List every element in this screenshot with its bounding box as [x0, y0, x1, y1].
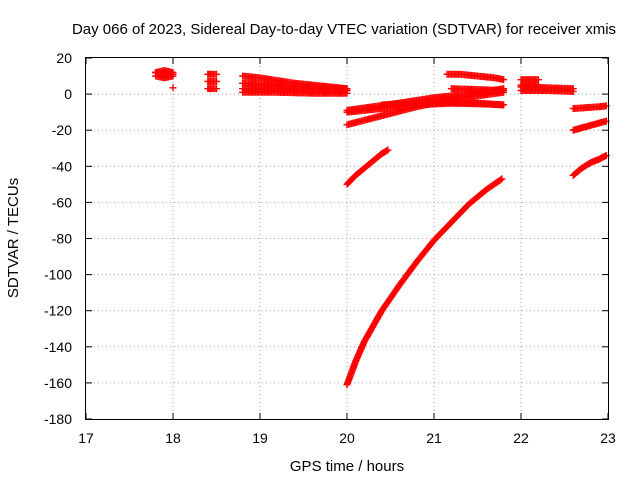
data-point	[343, 89, 351, 97]
series-track	[204, 70, 220, 78]
data-point	[497, 176, 505, 184]
y-tick-label: -20	[52, 122, 72, 138]
series-track	[569, 102, 610, 113]
data-point	[384, 146, 392, 154]
series-track	[569, 151, 610, 179]
series-track	[204, 77, 220, 85]
series-track	[343, 175, 506, 389]
data-point	[169, 70, 177, 78]
data-point	[213, 77, 220, 85]
data-point	[169, 84, 177, 92]
tick-labels: 17 18 19 20 21 22 23 -180 -160 -140 -120 -100 -80 -60…	[44, 50, 616, 446]
series-track	[443, 70, 508, 84]
x-tick-label: 22	[513, 430, 529, 446]
x-tick-label: 17	[78, 430, 94, 446]
y-tick-label: -60	[52, 194, 72, 210]
series-track	[204, 85, 220, 93]
data-point	[383, 147, 391, 155]
data-point	[498, 175, 506, 183]
series-track	[239, 88, 351, 97]
data-point	[500, 101, 508, 109]
series-track	[517, 83, 577, 93]
x-tick-label: 18	[165, 430, 181, 446]
plot-frame	[85, 57, 609, 420]
y-tick-label: 20	[56, 50, 72, 66]
series-track	[569, 117, 610, 134]
y-tick-label: -140	[44, 339, 72, 355]
y-tick-label: -40	[52, 158, 72, 174]
data-point	[213, 70, 220, 78]
data-point	[213, 85, 220, 93]
y-tick-label: -180	[44, 411, 72, 427]
series-track	[169, 84, 177, 92]
y-axis-label: SDTVAR / TECUs	[5, 178, 22, 298]
data-point	[500, 76, 508, 84]
x-tick-label: 23	[600, 430, 616, 446]
x-tick-label: 21	[426, 430, 442, 446]
series-track	[152, 68, 177, 78]
series-track	[378, 99, 508, 109]
x-axis-label: GPS time / hours	[290, 458, 404, 475]
data-point	[500, 86, 508, 94]
x-tick-label: 20	[339, 430, 355, 446]
data-point	[569, 85, 577, 93]
series-track	[343, 88, 508, 129]
y-tick-label: -80	[52, 231, 72, 247]
y-tick-label: -160	[44, 375, 72, 391]
y-tick-label: -100	[44, 267, 72, 283]
x-tick-label: 19	[252, 430, 268, 446]
data-points	[152, 67, 610, 389]
y-tick-label: -120	[44, 303, 72, 319]
series-track	[343, 146, 392, 188]
series-track	[447, 85, 508, 94]
chart-title: Day 066 of 2023, Sidereal Day-to-day VTE…	[72, 21, 616, 38]
y-tick-label: 0	[64, 86, 72, 102]
